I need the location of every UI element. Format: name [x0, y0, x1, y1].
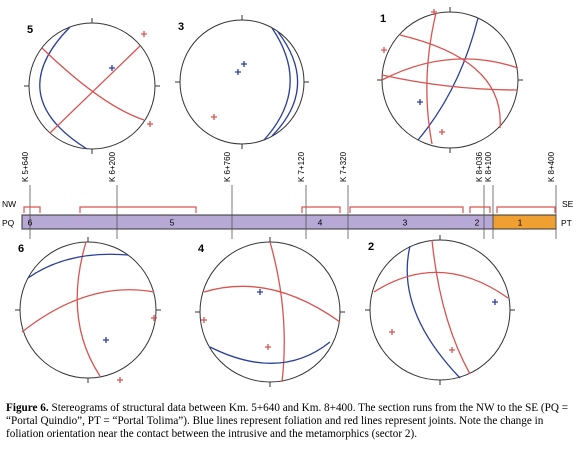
sector-label: 4 — [318, 218, 323, 228]
primitive-circle — [19, 241, 157, 379]
left-end-label: PQ — [2, 218, 15, 228]
sector-bracket — [496, 206, 556, 213]
primitive-circle — [179, 19, 305, 145]
great-circle — [39, 26, 88, 150]
figure-graphics: 5 3 1 6 4 2 K 5+640 K 6+200 K 6+760 K 7+120 K 7+32… — [2, 7, 574, 387]
great-circle — [381, 74, 519, 91]
pole-marker — [147, 121, 153, 127]
section-start: NW — [2, 199, 16, 209]
great-circle — [49, 45, 141, 134]
sector-bracket — [469, 206, 491, 213]
great-circle — [27, 253, 129, 279]
stereonet-label: 4 — [198, 243, 205, 255]
sector-label: 6 — [28, 218, 33, 228]
great-circle — [399, 34, 501, 129]
pole-marker — [235, 69, 241, 75]
pole-marker — [241, 61, 247, 67]
right-end-label: PT — [561, 218, 572, 228]
pole-marker — [141, 31, 147, 37]
great-circle — [373, 271, 509, 299]
sector-1-fill — [492, 214, 557, 230]
pole-marker — [117, 377, 123, 383]
great-circle — [41, 47, 145, 121]
station-label: K 7+120 — [297, 151, 306, 182]
station-label: K 6+760 — [223, 151, 232, 182]
pole-marker — [103, 337, 109, 343]
pole-marker — [265, 344, 271, 350]
great-circle — [417, 17, 479, 141]
station-label: K 5+640 — [21, 151, 30, 182]
pole-marker — [109, 65, 115, 71]
sector-bracket — [23, 206, 41, 213]
great-circle — [209, 341, 331, 364]
great-circle — [263, 27, 291, 141]
pole-marker — [431, 9, 437, 15]
great-circle — [426, 12, 437, 145]
primitive-circle — [369, 239, 511, 381]
great-circle — [76, 241, 101, 377]
station-label: K 8+036 — [475, 151, 484, 182]
caption-label: Figure 6. — [6, 402, 49, 414]
sector-bracket — [349, 206, 464, 213]
pole-marker — [417, 99, 423, 105]
station-label: K 8+400 — [547, 151, 556, 182]
primitive-circle — [199, 241, 341, 383]
stereonet-label: 1 — [380, 13, 386, 25]
station-label: K 7+320 — [339, 151, 348, 182]
section-end: SE — [562, 199, 574, 209]
great-circle — [381, 58, 519, 81]
pole-marker — [257, 289, 263, 295]
station-label: K 6+200 — [108, 151, 117, 182]
stereonet: 2 — [365, 235, 515, 385]
pole-marker — [439, 129, 445, 135]
great-circle — [406, 245, 461, 379]
great-circle — [21, 289, 155, 333]
caption-text: Stereograms of structural data between K… — [6, 402, 569, 441]
primitive-circle — [381, 11, 519, 149]
pole-marker — [389, 329, 395, 335]
stereonet-label: 6 — [18, 243, 24, 255]
pole-marker — [211, 114, 217, 120]
pole-marker — [381, 47, 387, 53]
stereonet: 3 — [175, 15, 309, 149]
sector-label: 5 — [170, 218, 175, 228]
pole-marker — [492, 299, 498, 305]
great-circle — [431, 239, 471, 375]
primitive-circle — [28, 22, 156, 150]
stereonet: 1 — [377, 7, 523, 153]
sector-label: 2 — [475, 218, 480, 228]
sector-label: 3 — [403, 218, 408, 228]
pole-marker — [151, 315, 157, 321]
great-circle — [271, 31, 299, 137]
stereonet: 4 — [195, 237, 345, 387]
sector-bracket — [301, 206, 341, 213]
great-circle — [269, 241, 285, 383]
sector-bracket — [79, 206, 197, 213]
stereonet-label: 3 — [178, 21, 184, 33]
stereonet: 5 — [24, 18, 160, 154]
stereonet-label: 2 — [368, 241, 374, 253]
caption: Figure 6. Stereograms of structural data… — [6, 402, 574, 442]
station-label: K 8+100 — [484, 151, 493, 182]
pole-marker — [201, 317, 207, 323]
sector-label: 1 — [518, 218, 523, 228]
stereonet-label: 5 — [27, 24, 33, 36]
great-circle — [203, 285, 341, 323]
stereonet: 6 — [15, 237, 161, 383]
pole-marker — [449, 347, 455, 353]
